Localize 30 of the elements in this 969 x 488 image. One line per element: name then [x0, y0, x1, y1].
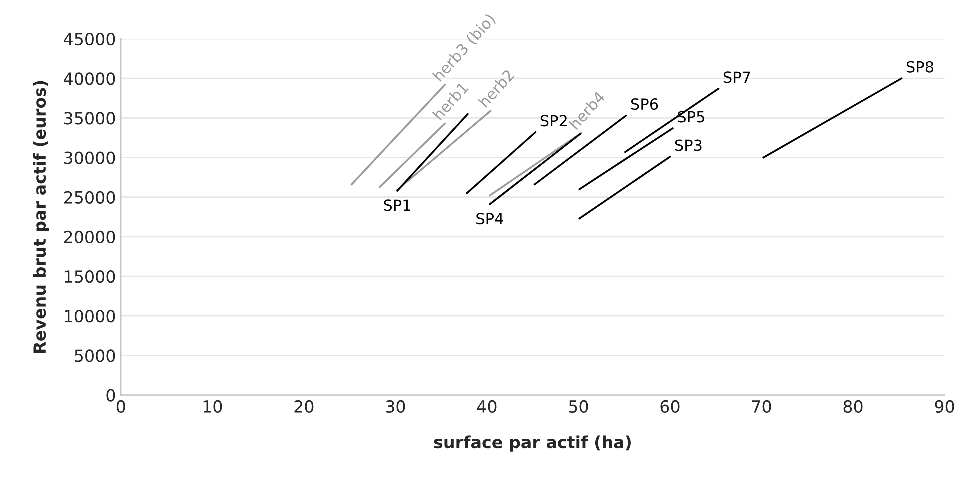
y-tick-label: 5000: [75, 350, 116, 362]
x-tick-label: 50: [569, 400, 588, 414]
x-tick-label: 40: [477, 400, 497, 414]
x-tick-label: 80: [844, 400, 863, 414]
x-tick-label: 0: [116, 400, 126, 414]
x-tick-label: 60: [660, 400, 680, 414]
y-tick-label: 40000: [64, 72, 116, 86]
y-tick-label: 30000: [64, 152, 116, 164]
annotation: SP7: [724, 72, 750, 84]
x-tick-label: 90: [935, 400, 954, 414]
x-axis-title: surface par actif (ha): [434, 436, 631, 452]
x-tick-label: 20: [294, 400, 314, 414]
annotation: SP8: [906, 61, 934, 73]
annotation: SP3: [675, 140, 702, 152]
annotation: SP4: [476, 213, 504, 225]
y-tick-label: 0: [106, 389, 116, 402]
y-tick-label: 20000: [64, 230, 116, 244]
annotation: SP5: [678, 111, 704, 123]
y-tick-label: 45000: [64, 33, 116, 46]
x-tick-label: 70: [752, 400, 772, 414]
y-tick-label: 25000: [64, 191, 116, 204]
annotation: SP1: [384, 200, 410, 212]
annotation: SP6: [631, 98, 658, 110]
y-tick-label: 15000: [65, 270, 116, 284]
annotation: SP2: [540, 115, 567, 127]
y-tick-label: 35000: [64, 112, 116, 125]
x-tick-label: 10: [204, 400, 222, 414]
y-axis-title: Revenu brut par actif (euros): [33, 81, 50, 353]
y-tick-label: 10000: [65, 310, 116, 323]
x-tick-label: 30: [386, 400, 406, 414]
